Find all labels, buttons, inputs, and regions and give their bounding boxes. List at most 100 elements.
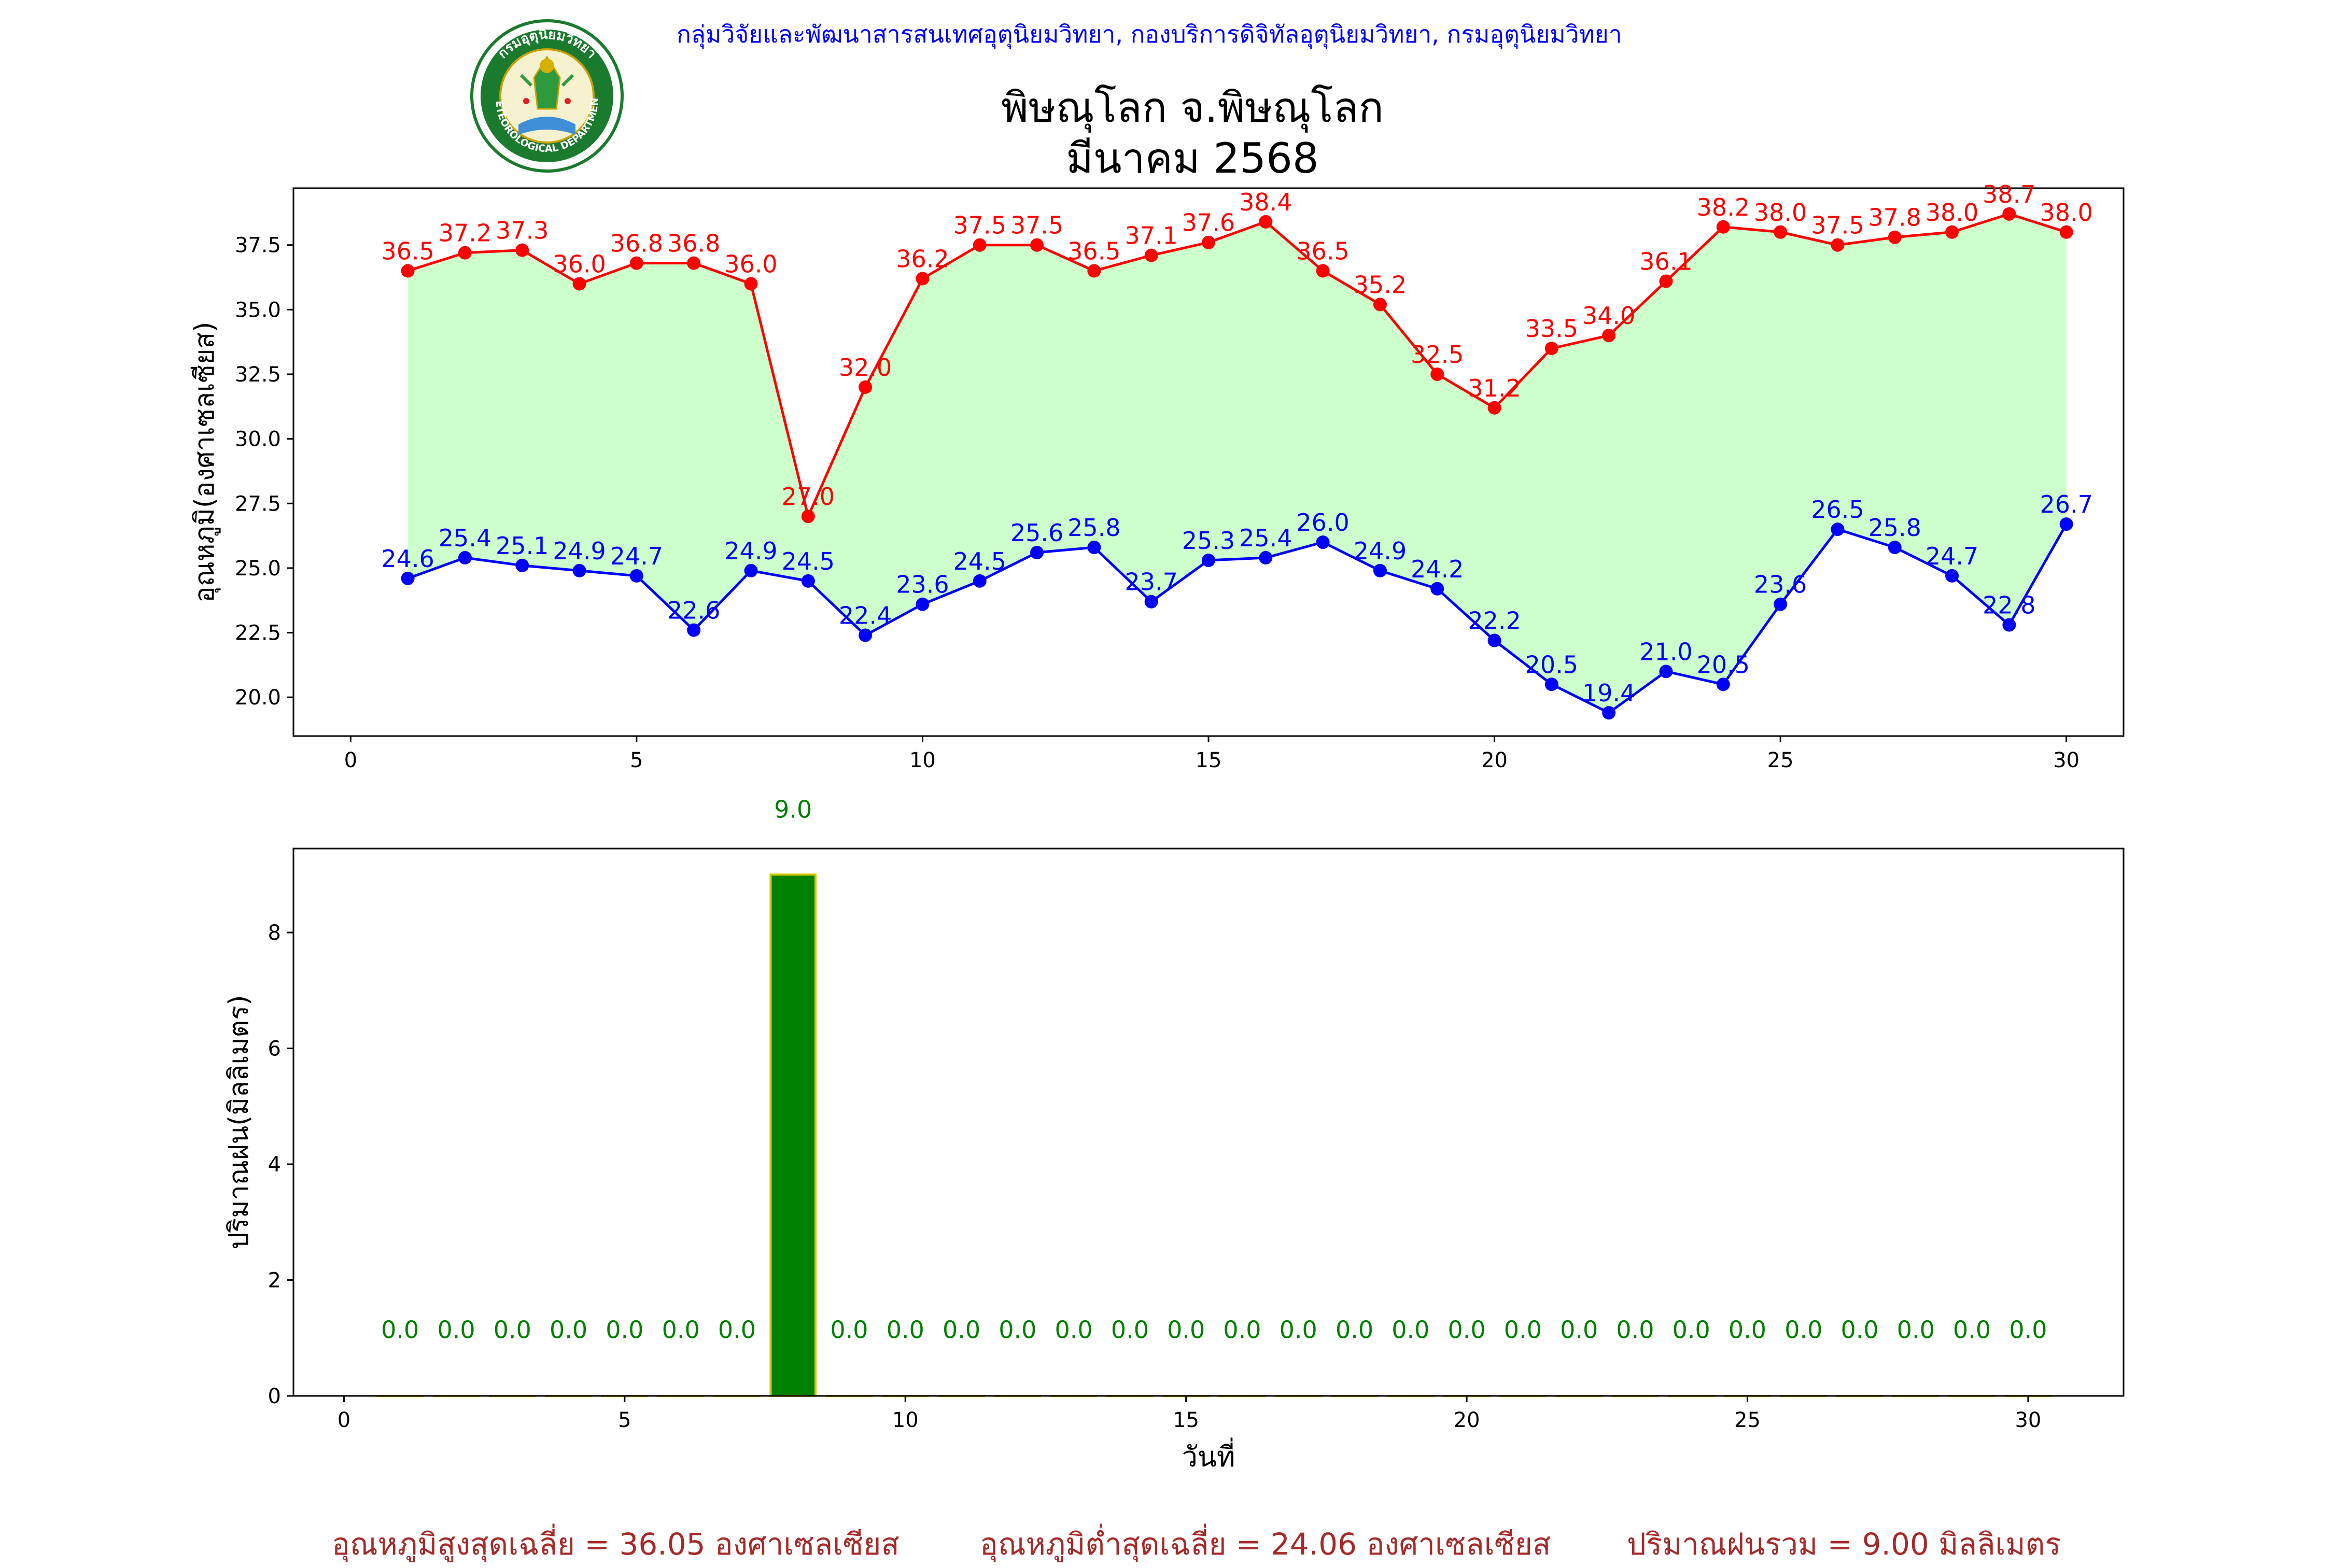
rain-data-label: 0.0 — [494, 1316, 531, 1344]
rain-data-label: 0.0 — [1223, 1316, 1261, 1344]
max-temperature-data-label: 35.2 — [1354, 271, 1407, 299]
max-temperature-data-label: 36.5 — [381, 237, 434, 265]
min-temperature-data-label: 24.5 — [782, 547, 835, 575]
min-temperature-data-label: 24.7 — [1926, 542, 1978, 570]
min-temperature-data-label: 25.4 — [439, 524, 491, 552]
temperature-x-tick-label: 30 — [2053, 748, 2079, 772]
min-temperature-point — [458, 550, 472, 564]
max-temperature-point — [2002, 207, 2016, 221]
max-temperature-point — [1716, 220, 1730, 234]
rain-data-label: 0.0 — [1055, 1316, 1093, 1344]
min-temperature-data-label: 25.8 — [1868, 514, 1921, 542]
rain-data-label: 0.0 — [1897, 1316, 1935, 1344]
rain-data-label: 0.0 — [887, 1316, 924, 1344]
min-temperature-point — [859, 628, 873, 642]
max-temperature-data-label: 38.0 — [2040, 199, 2092, 227]
max-temperature-data-label: 37.2 — [439, 219, 491, 247]
max-temperature-point — [1888, 230, 1902, 244]
rain-data-label: 0.0 — [1673, 1316, 1710, 1344]
max-temperature-data-label: 36.2 — [896, 245, 949, 273]
max-temperature-data-label: 37.5 — [1010, 211, 1063, 239]
min-temperature-data-label: 20.5 — [1697, 651, 1750, 679]
min-temperature-point — [973, 574, 987, 588]
rain-data-label: 0.0 — [550, 1316, 587, 1344]
min-temperature-point — [1888, 541, 1902, 555]
max-temperature-point — [1373, 298, 1387, 312]
rain-bar — [769, 873, 817, 1397]
chart-title-month: มีนาคม 2568 — [1066, 134, 1319, 182]
max-temperature-data-label: 36.0 — [553, 250, 606, 278]
max-temperature-data-label: 38.2 — [1697, 193, 1750, 221]
max-temperature-data-label: 36.1 — [1639, 247, 1692, 275]
min-temperature-point — [1430, 582, 1444, 596]
temperature-y-tick-label: 22.5 — [235, 621, 281, 645]
rain-data-label: 0.0 — [2009, 1316, 2047, 1344]
max-temperature-point — [458, 246, 472, 260]
min-temperature-data-label: 25.6 — [1010, 519, 1063, 547]
rain-data-label: 0.0 — [1336, 1316, 1373, 1344]
min-temperature-data-label: 24.9 — [1354, 537, 1407, 565]
min-temperature-point — [687, 623, 701, 637]
min-temperature-point — [1030, 546, 1044, 560]
max-temperature-point — [572, 277, 586, 291]
max-temperature-point — [1259, 215, 1273, 229]
rain-data-label: 0.0 — [999, 1316, 1036, 1344]
min-temperature-data-label: 22.6 — [667, 597, 720, 625]
max-temperature-data-label: 32.0 — [839, 354, 892, 382]
max-temperature-data-label: 34.0 — [1582, 302, 1635, 330]
min-temperature-data-label: 26.7 — [2040, 490, 2092, 518]
max-temperature-data-label: 37.3 — [496, 217, 549, 245]
rain-data-label: 0.0 — [437, 1316, 475, 1344]
rain-y-axis-label: ปริมาณฝน(มิลลิเมตร) — [223, 995, 255, 1249]
rain-data-label: 0.0 — [1280, 1316, 1317, 1344]
rain-data-label: 0.0 — [662, 1316, 700, 1344]
min-temperature-data-label: 19.4 — [1582, 679, 1635, 707]
temperature-y-tick-label: 20.0 — [235, 686, 281, 710]
rain-data-label: 0.0 — [830, 1316, 868, 1344]
min-temperature-point — [916, 597, 930, 611]
rain-y-tick-label: 4 — [268, 1153, 281, 1177]
min-temperature-point — [1373, 563, 1387, 577]
rain-x-tick-label: 20 — [1454, 1408, 1480, 1432]
min-temperature-data-label: 23.6 — [896, 571, 949, 599]
temperature-y-tick-label: 32.5 — [235, 363, 281, 387]
min-temperature-point — [1487, 633, 1501, 647]
rain-data-label: 9.0 — [774, 795, 812, 823]
max-temperature-point — [629, 256, 643, 270]
min-temperature-data-label: 22.4 — [839, 602, 892, 630]
rain-data-label: 0.0 — [1111, 1316, 1149, 1344]
rain-data-label: 0.0 — [718, 1316, 756, 1344]
rain-data-label: 0.0 — [606, 1316, 643, 1344]
min-temperature-data-label: 22.8 — [1983, 591, 2035, 619]
min-temperature-point — [1659, 665, 1673, 679]
min-temperature-point — [1602, 706, 1616, 720]
temperature-y-tick-label: 37.5 — [235, 234, 281, 258]
max-temperature-data-label: 38.0 — [1754, 199, 1807, 227]
min-temperature-point — [1087, 541, 1101, 555]
min-temperature-data-label: 23.7 — [1125, 568, 1177, 596]
temperature-x-tick-label: 15 — [1196, 748, 1222, 772]
max-temperature-point — [1831, 238, 1845, 252]
min-temperature-data-label: 26.0 — [1296, 508, 1349, 536]
max-temperature-point — [1945, 225, 1959, 239]
temperature-x-tick-label: 25 — [1767, 748, 1794, 772]
min-temperature-data-label: 21.0 — [1639, 638, 1692, 666]
max-temperature-data-label: 31.2 — [1468, 374, 1521, 402]
rain-plot-frame — [292, 847, 2125, 1397]
max-temperature-point — [1487, 401, 1501, 415]
max-temperature-point — [2059, 225, 2073, 239]
min-temperature-data-label: 25.3 — [1182, 527, 1235, 555]
rain-data-label: 0.0 — [1616, 1316, 1654, 1344]
min-temperature-point — [1831, 522, 1845, 536]
rain-x-axis-label: วันที่ — [1182, 1437, 1235, 1473]
rain-data-label: 0.0 — [381, 1316, 419, 1344]
max-temperature-data-label: 38.0 — [1926, 199, 1978, 227]
rain-x-tick-label: 5 — [618, 1408, 631, 1432]
max-temperature-point — [1774, 225, 1788, 239]
min-temperature-point — [629, 569, 643, 583]
temperature-y-tick-label: 27.5 — [235, 492, 281, 516]
min-temperature-data-label: 26.5 — [1811, 496, 1864, 524]
summary-total-rain: ปริมาณฝนรวม = 9.00 มิลลิเมตร — [1627, 1527, 2061, 1562]
rain-data-label: 0.0 — [943, 1316, 980, 1344]
max-temperature-point — [1202, 235, 1215, 249]
